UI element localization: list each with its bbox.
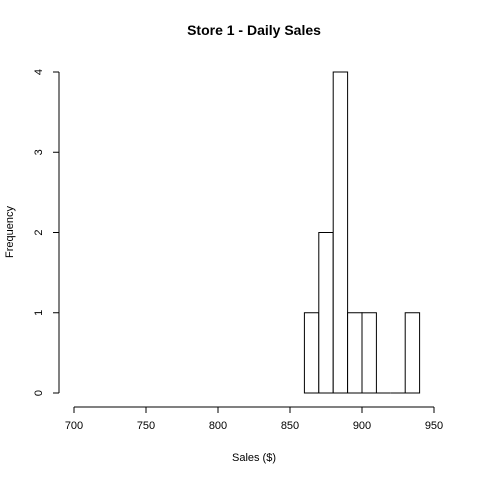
histogram-bar: [318, 232, 334, 394]
y-axis-label: Frequency: [4, 206, 16, 258]
histogram-bar: [347, 312, 363, 394]
x-tick-label: 900: [353, 420, 371, 432]
y-tick-label: 4: [33, 69, 45, 75]
histogram-bar: [404, 312, 421, 394]
x-tick-label: 950: [425, 420, 443, 432]
y-tick-label: 0: [33, 390, 45, 396]
x-tick-label: 800: [209, 420, 227, 432]
x-tick-label: 850: [281, 420, 299, 432]
histogram-bar: [303, 312, 320, 394]
x-axis: 700 750 800 850 900 950: [65, 406, 443, 432]
y-tick-label: 1: [33, 310, 45, 316]
y-tick-label: 2: [33, 229, 45, 235]
x-tick-label: 700: [65, 420, 83, 432]
bars-group: [303, 71, 421, 394]
x-tick-label: 750: [137, 420, 155, 432]
chart-title: Store 1 - Daily Sales: [187, 22, 321, 38]
y-axis: 0 1 2 3 4: [33, 69, 60, 396]
histogram-bar: [332, 71, 349, 394]
x-axis-label: Sales ($): [232, 452, 276, 464]
y-tick-label: 3: [33, 149, 45, 155]
histogram-bar: [361, 312, 377, 394]
